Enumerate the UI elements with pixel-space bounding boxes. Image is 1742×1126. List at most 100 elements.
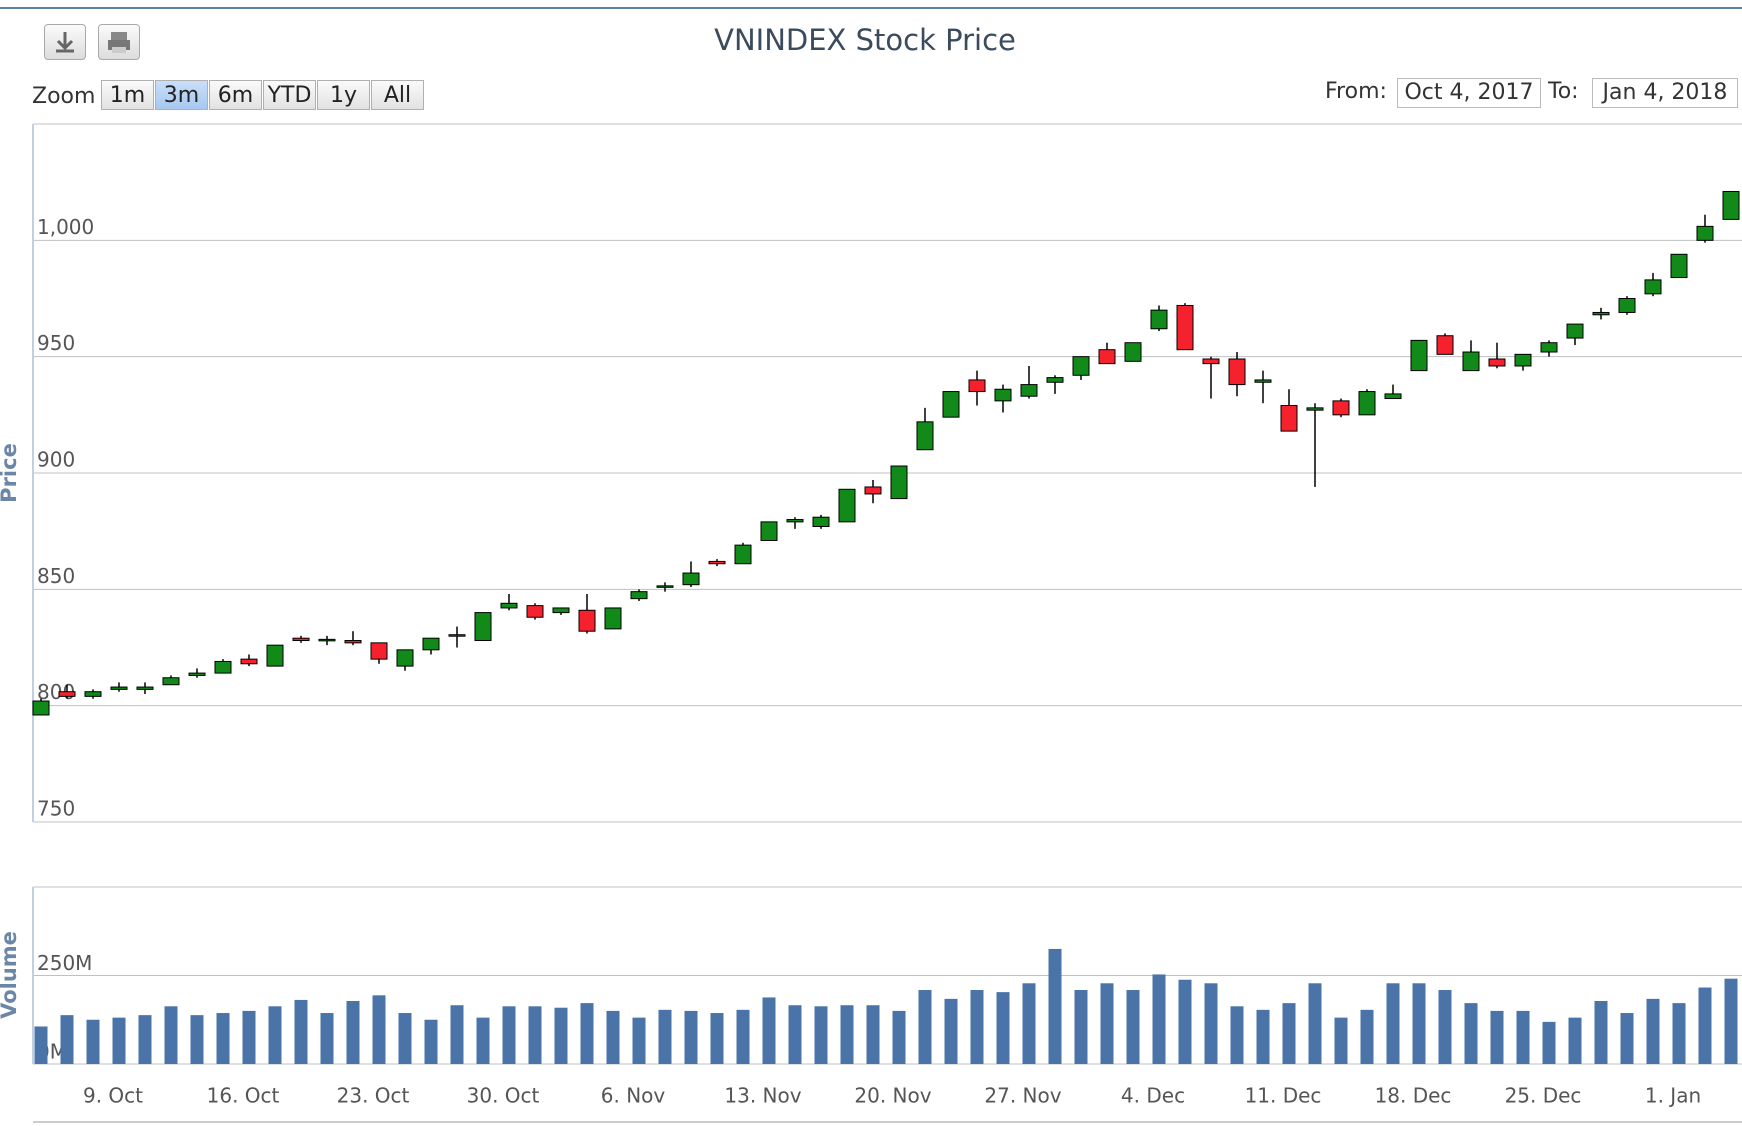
volume-bar <box>1048 948 1062 1064</box>
candle-body <box>1540 342 1558 353</box>
y-tick-label: 900 <box>37 448 75 472</box>
candle-body <box>916 421 934 451</box>
candle-body <box>1098 349 1116 365</box>
candle-body <box>1462 351 1480 372</box>
download-button[interactable] <box>44 24 86 60</box>
candle-body <box>994 388 1012 402</box>
volume-bar <box>216 1013 230 1064</box>
volume-bar <box>606 1010 620 1064</box>
to-label: To: <box>1548 79 1579 104</box>
print-button[interactable] <box>98 24 140 60</box>
volume-bar <box>1386 983 1400 1064</box>
y-axis-title: Price <box>0 443 21 503</box>
x-tick-label: 23. Oct <box>337 1084 410 1108</box>
candle-body <box>1358 391 1376 416</box>
candle-body <box>1306 407 1324 411</box>
candle-body <box>188 672 206 676</box>
zoom-button[interactable]: 3m <box>155 80 208 110</box>
candle-body <box>838 488 856 523</box>
volume-bar <box>996 992 1010 1064</box>
volume-bar <box>1438 990 1452 1064</box>
x-tick-label: 25. Dec <box>1505 1084 1582 1108</box>
candle-body <box>1618 298 1636 313</box>
volume-bar <box>346 1000 360 1064</box>
volume-bar <box>242 1010 256 1064</box>
volume-bar <box>372 995 386 1064</box>
volume-bar <box>476 1017 490 1064</box>
volume-bar <box>1490 1010 1504 1064</box>
x-tick-label: 4. Dec <box>1121 1084 1185 1108</box>
y-tick-label: 750 <box>37 797 75 821</box>
candle-body <box>1280 405 1298 432</box>
candle-body <box>630 591 648 600</box>
zoom-button[interactable]: 6m <box>209 80 262 110</box>
candle-body <box>1150 309 1168 330</box>
volume-bar <box>1516 1010 1530 1064</box>
candle-body <box>604 607 622 630</box>
candle-body <box>864 486 882 495</box>
candle-body <box>474 612 492 642</box>
candle-body <box>292 637 310 642</box>
candle-body <box>1410 339 1428 372</box>
volume-bar <box>1100 983 1114 1064</box>
y-tick-label: 950 <box>37 331 75 355</box>
volume-bar <box>1152 974 1166 1064</box>
zoom-button[interactable]: YTD <box>263 80 316 110</box>
volume-bar <box>60 1015 74 1064</box>
volume-bar <box>554 1007 568 1064</box>
volume-bar <box>1256 1009 1270 1064</box>
volume-bar <box>1724 978 1738 1064</box>
candle-body <box>890 465 908 500</box>
x-tick-label: 6. Nov <box>601 1084 666 1108</box>
candle-body <box>500 602 518 609</box>
volume-bar <box>736 1009 750 1064</box>
candle-body <box>1332 400 1350 416</box>
volume-bar <box>1022 983 1036 1064</box>
chart-title: VNINDEX Stock Price <box>714 23 1016 57</box>
zoom-button[interactable]: All <box>371 80 424 110</box>
candle-body <box>1202 358 1220 365</box>
candle-body <box>214 660 232 674</box>
volume-bar <box>320 1013 334 1064</box>
candle-body <box>1124 342 1142 362</box>
volume-bar <box>1646 998 1660 1064</box>
x-tick-label: 16. Oct <box>207 1084 280 1108</box>
volume-bar <box>580 1003 594 1064</box>
candle-body <box>1670 253 1688 279</box>
from-input[interactable]: Oct 4, 2017 <box>1397 78 1541 108</box>
x-tick-label: 13. Nov <box>724 1084 801 1108</box>
volume-bar <box>1178 979 1192 1064</box>
x-tick-label: 9. Oct <box>83 1084 143 1108</box>
volume-bar <box>1542 1021 1556 1064</box>
zoom-label: Zoom <box>32 84 96 109</box>
candle-body <box>1566 323 1584 339</box>
volume-bar <box>866 1005 880 1064</box>
candle-body <box>162 677 180 686</box>
x-tick-label: 20. Nov <box>854 1084 931 1108</box>
candle-body <box>682 572 700 586</box>
volume-bar <box>86 1019 100 1064</box>
candle-body <box>1384 393 1402 400</box>
volume-bar <box>710 1013 724 1064</box>
volume-bar <box>112 1017 126 1064</box>
volume-bar <box>398 1013 412 1064</box>
volume-bar <box>658 1009 672 1064</box>
candle-body <box>32 700 50 716</box>
volume-bar <box>840 1005 854 1064</box>
volume-bar <box>1412 983 1426 1064</box>
candle-body <box>656 585 674 588</box>
candle-body <box>552 607 570 614</box>
zoom-button[interactable]: 1m <box>101 80 154 110</box>
zoom-button[interactable]: 1y <box>317 80 370 110</box>
candle-body <box>448 634 466 637</box>
candle-body <box>136 686 154 690</box>
candle-body <box>526 605 544 618</box>
candle-body <box>1228 358 1246 386</box>
candle-body <box>1046 377 1064 383</box>
volume-bar <box>918 990 932 1064</box>
to-input[interactable]: Jan 4, 2018 <box>1592 78 1738 108</box>
volume-bar <box>1620 1013 1634 1064</box>
volume-bar <box>502 1006 516 1064</box>
candle-body <box>1644 279 1662 295</box>
